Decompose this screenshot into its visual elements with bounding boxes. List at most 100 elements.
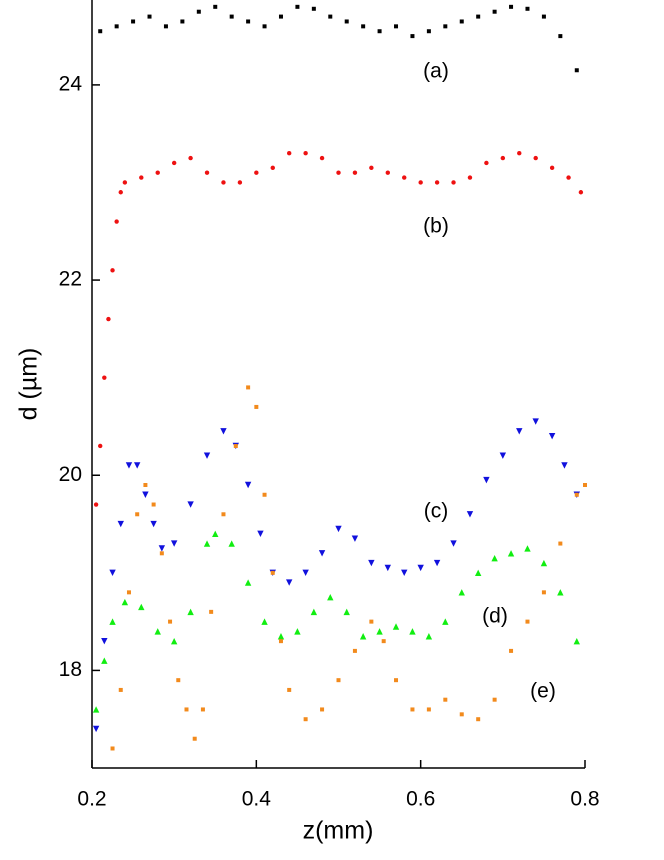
point [262, 24, 267, 29]
point [159, 551, 164, 556]
point [402, 175, 407, 180]
point [540, 559, 548, 567]
point [369, 619, 374, 624]
point [548, 433, 556, 440]
point [192, 736, 197, 741]
x-axis-title: z(mm) [303, 817, 374, 845]
point [151, 502, 156, 507]
point [443, 697, 448, 702]
point [196, 9, 201, 14]
point [509, 648, 514, 653]
point [459, 712, 464, 717]
point [524, 545, 531, 552]
point [278, 639, 283, 644]
point [541, 590, 546, 595]
point [384, 564, 391, 572]
point [385, 170, 390, 175]
point [246, 385, 251, 390]
point [254, 170, 259, 175]
point [110, 268, 115, 273]
point [204, 170, 210, 175]
point [118, 190, 123, 195]
point [467, 175, 473, 180]
point [270, 165, 275, 171]
point [221, 512, 226, 517]
point [574, 68, 579, 73]
annotation: (e) [530, 680, 556, 703]
point [133, 462, 141, 469]
annotation: (c) [424, 500, 449, 523]
point [244, 481, 252, 489]
point [418, 180, 423, 185]
point [392, 623, 400, 630]
point [381, 639, 386, 644]
point [233, 443, 238, 448]
point [138, 603, 145, 611]
point [319, 155, 325, 161]
point [533, 155, 538, 161]
point [484, 160, 489, 166]
x-tick-label: 0.4 [242, 788, 272, 811]
point [466, 511, 474, 518]
point [228, 540, 235, 547]
point [500, 155, 506, 161]
point [286, 579, 293, 586]
point [426, 29, 431, 34]
point [212, 530, 219, 537]
point [558, 541, 563, 546]
point [451, 180, 456, 185]
point [566, 175, 571, 180]
point [187, 501, 194, 508]
point [135, 512, 140, 517]
y-tick-label: 22 [59, 268, 82, 291]
point [155, 170, 160, 175]
point [147, 14, 152, 19]
point [139, 175, 144, 180]
point [270, 570, 275, 575]
point [287, 687, 292, 692]
point [425, 633, 433, 640]
point [310, 608, 318, 616]
point [142, 491, 149, 498]
point [327, 594, 334, 601]
point [114, 24, 119, 29]
point [237, 180, 243, 185]
point [101, 637, 108, 645]
point [150, 520, 157, 528]
point [549, 165, 555, 171]
point [483, 476, 490, 484]
point [574, 492, 579, 497]
point [117, 520, 124, 528]
x-tick-label: 0.2 [77, 788, 106, 811]
point [125, 462, 133, 469]
point [121, 598, 129, 606]
point [294, 628, 301, 635]
point [352, 648, 357, 653]
point [92, 725, 100, 733]
point [213, 4, 218, 9]
point [474, 569, 482, 577]
point [102, 375, 107, 380]
point [221, 180, 226, 185]
point [377, 29, 382, 34]
point [93, 502, 99, 507]
point [122, 180, 128, 185]
point [254, 404, 259, 409]
point [352, 170, 358, 175]
point [532, 418, 539, 425]
point [168, 619, 173, 624]
point [261, 618, 268, 625]
point [98, 29, 103, 34]
point [143, 483, 148, 488]
x-tick-label: 0.8 [570, 788, 599, 811]
annotation: (b) [423, 215, 449, 238]
point [541, 14, 546, 19]
point [359, 633, 367, 640]
point [442, 618, 449, 625]
point [458, 589, 465, 596]
point [573, 637, 580, 645]
x-tick-label: 0.6 [406, 788, 435, 811]
point [154, 628, 161, 635]
point [98, 443, 103, 449]
point [328, 14, 333, 19]
